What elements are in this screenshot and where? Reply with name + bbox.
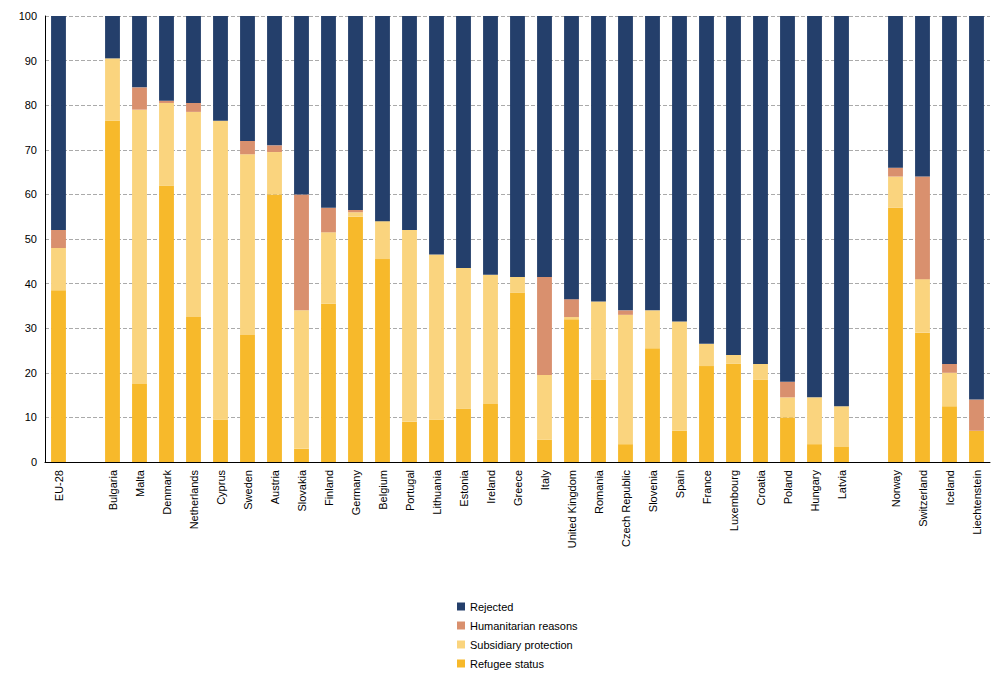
svg-text:Czech Republic: Czech Republic (620, 470, 632, 548)
svg-text:Bulgaria: Bulgaria (107, 469, 119, 510)
svg-text:40: 40 (25, 278, 37, 290)
svg-text:Iceland: Iceland (944, 470, 956, 505)
svg-text:Humanitarian reasons: Humanitarian reasons (470, 620, 578, 632)
svg-text:Finland: Finland (323, 470, 335, 506)
svg-text:Germany: Germany (350, 470, 362, 516)
svg-text:Lithuania: Lithuania (431, 469, 443, 515)
svg-text:Subsidiary protection: Subsidiary protection (470, 639, 573, 651)
svg-text:Rejected: Rejected (470, 601, 513, 613)
svg-text:90: 90 (25, 55, 37, 67)
svg-text:Austria: Austria (269, 469, 281, 504)
svg-text:Switzerland: Switzerland (917, 470, 929, 527)
svg-text:Norway: Norway (890, 470, 902, 508)
svg-text:Luxembourg: Luxembourg (728, 470, 740, 531)
svg-text:Netherlands: Netherlands (188, 470, 200, 530)
svg-text:Refugee status: Refugee status (470, 658, 544, 670)
svg-text:Ireland: Ireland (485, 470, 497, 504)
svg-text:EU-28: EU-28 (53, 470, 65, 501)
svg-text:Belgium: Belgium (377, 470, 389, 510)
svg-text:Croatia: Croatia (755, 469, 767, 505)
svg-text:France: France (701, 470, 713, 504)
svg-text:30: 30 (25, 322, 37, 334)
svg-text:Italy: Italy (539, 470, 551, 491)
svg-text:20: 20 (25, 367, 37, 379)
svg-text:Estonia: Estonia (458, 469, 470, 507)
svg-text:Denmark: Denmark (161, 470, 173, 515)
svg-text:100: 100 (19, 10, 37, 22)
svg-text:Portugal: Portugal (404, 470, 416, 511)
svg-text:Spain: Spain (674, 470, 686, 498)
svg-text:60: 60 (25, 188, 37, 200)
svg-text:50: 50 (25, 233, 37, 245)
svg-text:0: 0 (31, 456, 37, 468)
svg-text:Cyprus: Cyprus (215, 470, 227, 505)
svg-text:Slovenia: Slovenia (647, 469, 659, 512)
svg-text:70: 70 (25, 144, 37, 156)
svg-text:Romania: Romania (593, 469, 605, 514)
svg-text:Poland: Poland (782, 470, 794, 504)
svg-text:Liechtenstein: Liechtenstein (971, 470, 983, 535)
svg-text:80: 80 (25, 99, 37, 111)
svg-text:10: 10 (25, 411, 37, 423)
svg-text:Greece: Greece (512, 470, 524, 506)
svg-text:United Kingdom: United Kingdom (566, 470, 578, 548)
svg-text:Sweden: Sweden (242, 470, 254, 510)
svg-text:Latvia: Latvia (836, 469, 848, 499)
svg-text:Malta: Malta (134, 469, 146, 497)
svg-text:Hungary: Hungary (809, 470, 821, 512)
svg-text:Slovakia: Slovakia (296, 469, 308, 511)
